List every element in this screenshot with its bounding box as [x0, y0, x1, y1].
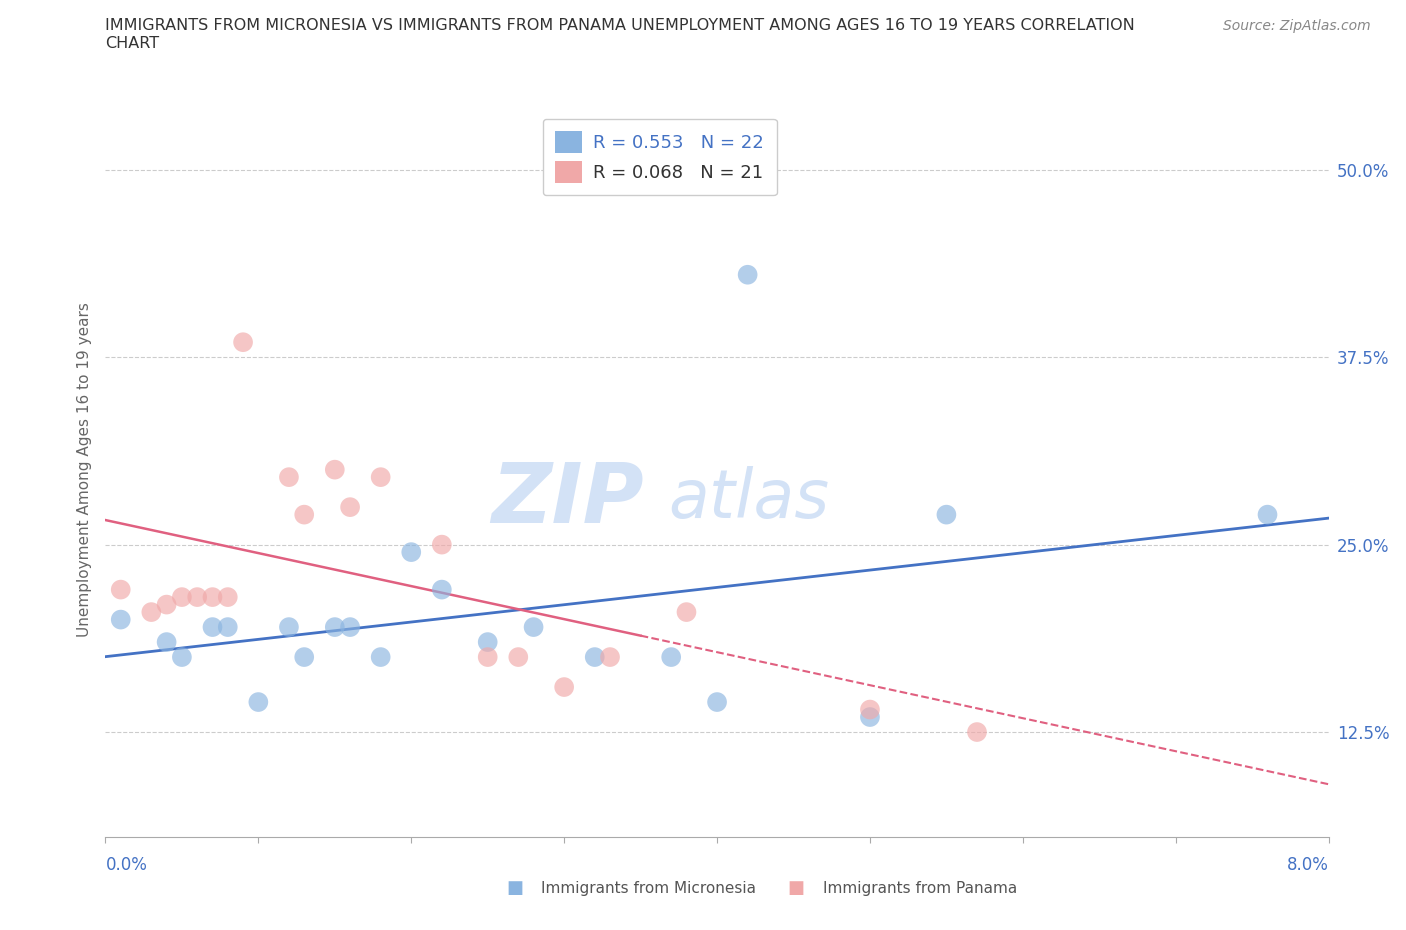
- Point: [508, 650, 530, 665]
- Y-axis label: Unemployment Among Ages 16 to 19 years: Unemployment Among Ages 16 to 19 years: [76, 302, 91, 637]
- Point: [217, 590, 239, 604]
- Point: [966, 724, 988, 739]
- Point: [737, 267, 759, 282]
- Point: [217, 619, 239, 634]
- Point: [201, 619, 224, 634]
- Text: atlas: atlas: [668, 466, 830, 532]
- Point: [599, 650, 621, 665]
- Point: [859, 710, 882, 724]
- Text: ZIP: ZIP: [491, 458, 644, 539]
- Point: [675, 604, 697, 619]
- Point: [170, 650, 193, 665]
- Point: [659, 650, 682, 665]
- Text: IMMIGRANTS FROM MICRONESIA VS IMMIGRANTS FROM PANAMA UNEMPLOYMENT AMONG AGES 16 : IMMIGRANTS FROM MICRONESIA VS IMMIGRANTS…: [105, 18, 1135, 33]
- Point: [186, 590, 208, 604]
- Point: [141, 604, 163, 619]
- Point: [399, 545, 422, 560]
- Point: [155, 597, 177, 612]
- Text: Immigrants from Panama: Immigrants from Panama: [823, 881, 1017, 896]
- Point: [292, 650, 315, 665]
- Text: CHART: CHART: [105, 36, 159, 51]
- Point: [370, 470, 392, 485]
- Text: Immigrants from Micronesia: Immigrants from Micronesia: [541, 881, 756, 896]
- Point: [155, 634, 177, 649]
- Text: Source: ZipAtlas.com: Source: ZipAtlas.com: [1223, 19, 1371, 33]
- Point: [201, 590, 224, 604]
- Point: [323, 619, 346, 634]
- Text: 8.0%: 8.0%: [1286, 856, 1329, 873]
- Point: [859, 702, 882, 717]
- Point: [292, 507, 315, 522]
- Point: [110, 612, 132, 627]
- Point: [477, 650, 499, 665]
- Point: [935, 507, 957, 522]
- Text: 0.0%: 0.0%: [105, 856, 148, 873]
- Point: [583, 650, 606, 665]
- Text: ■: ■: [787, 879, 804, 897]
- Point: [247, 695, 270, 710]
- Point: [1256, 507, 1278, 522]
- Point: [553, 680, 575, 695]
- Point: [278, 619, 301, 634]
- Point: [430, 582, 453, 597]
- Point: [278, 470, 301, 485]
- Point: [170, 590, 193, 604]
- Legend: R = 0.553   N = 22, R = 0.068   N = 21: R = 0.553 N = 22, R = 0.068 N = 21: [543, 119, 776, 195]
- Point: [706, 695, 728, 710]
- Point: [110, 582, 132, 597]
- Text: ■: ■: [506, 879, 523, 897]
- Point: [430, 538, 453, 552]
- Point: [523, 619, 546, 634]
- Point: [477, 634, 499, 649]
- Point: [339, 619, 361, 634]
- Point: [323, 462, 346, 477]
- Point: [232, 335, 254, 350]
- Point: [370, 650, 392, 665]
- Point: [339, 499, 361, 514]
